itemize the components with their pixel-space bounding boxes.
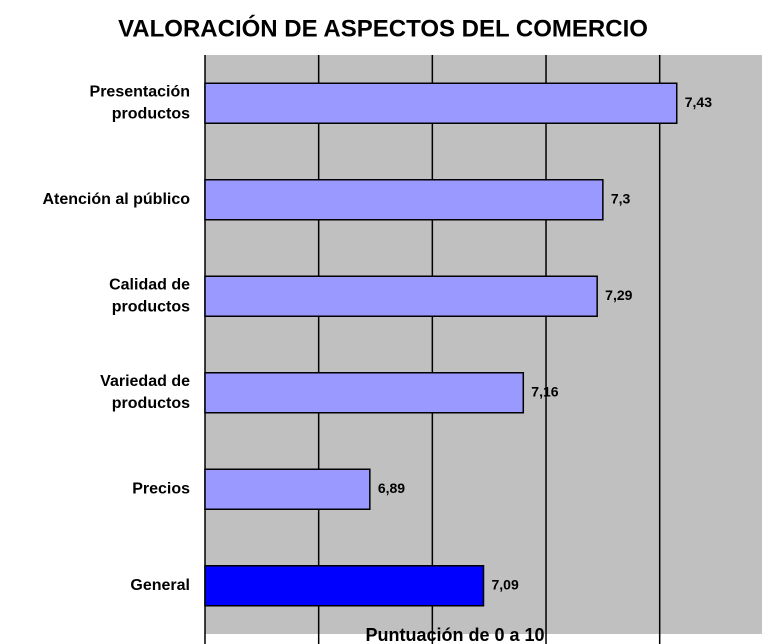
bar (204, 372, 525, 414)
y-tick-label: Calidad de (109, 276, 190, 293)
bar (204, 275, 598, 317)
y-tick-label: productos (112, 105, 190, 122)
bar (204, 82, 678, 124)
y-tick-label: Variedad de (100, 373, 190, 390)
y-tick-label: Precios (132, 480, 190, 497)
bar (204, 179, 604, 221)
value-label: 7,43 (685, 94, 712, 110)
y-tick-label: Atención al público (42, 191, 190, 208)
y-tick-label: productos (112, 395, 190, 412)
value-label: 7,29 (605, 287, 632, 303)
chart-title: VALORACIÓN DE ASPECTOS DEL COMERCIO (118, 14, 648, 42)
value-label: 6,89 (378, 480, 405, 496)
value-label: 7,09 (492, 576, 519, 592)
value-label: 7,16 (531, 383, 558, 399)
y-tick-label: productos (112, 298, 190, 315)
x-axis-label: Puntuación de 0 a 10 (365, 625, 544, 644)
bar (204, 565, 485, 607)
y-tick-label: Presentación (90, 83, 190, 100)
plot-area (205, 55, 762, 634)
value-label: 7,3 (611, 190, 631, 206)
bar (204, 468, 371, 510)
y-tick-label: General (130, 577, 190, 594)
